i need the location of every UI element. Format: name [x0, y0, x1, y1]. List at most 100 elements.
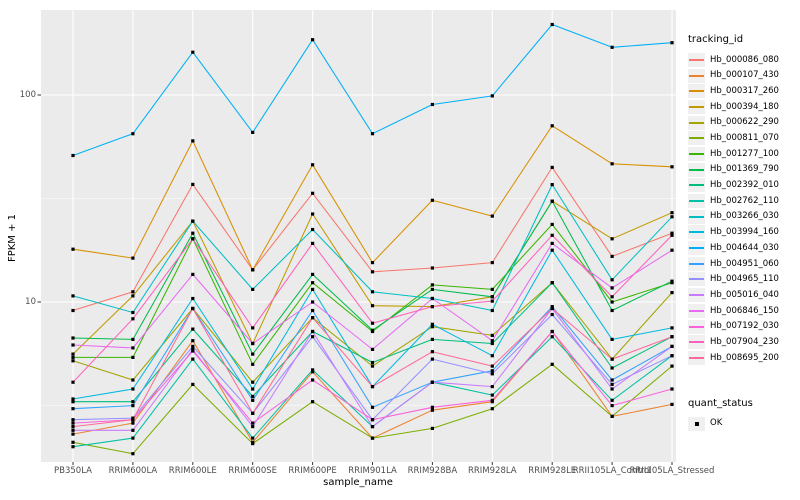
data-point	[670, 326, 674, 330]
data-point	[251, 398, 255, 402]
data-point	[131, 294, 135, 298]
data-point	[670, 387, 674, 391]
legend-key	[688, 256, 705, 271]
y-tick-label: 10	[25, 296, 36, 307]
data-point	[370, 304, 375, 308]
data-point	[71, 153, 75, 158]
data-point	[71, 400, 75, 404]
data-point	[550, 305, 554, 309]
data-point	[251, 425, 255, 429]
data-point	[191, 139, 195, 143]
data-point	[490, 287, 494, 291]
data-point	[490, 339, 494, 343]
data-point	[191, 237, 195, 241]
legend: tracking_id Hb_000086_080 Hb_000107_430 Hb…	[688, 34, 800, 431]
data-point	[370, 364, 375, 368]
data-point	[610, 382, 614, 386]
data-point	[131, 355, 135, 359]
data-point	[550, 312, 554, 317]
data-point	[370, 290, 375, 294]
data-point	[430, 405, 434, 409]
data-point	[131, 337, 135, 341]
data-point	[670, 279, 674, 283]
data-point	[311, 329, 315, 334]
legend-line-swatch-icon	[689, 121, 704, 124]
x-tick-label: RRII105LA_Control	[572, 466, 652, 476]
data-point	[610, 45, 614, 49]
x-tick-label: RRIM600LA	[108, 466, 158, 476]
data-point	[610, 278, 614, 282]
data-point	[370, 132, 375, 136]
data-point	[490, 94, 494, 98]
x-tick-label: RRIM928LE	[528, 466, 577, 476]
legend-key	[688, 350, 705, 365]
legend-label: Hb_000107_430	[710, 70, 779, 81]
data-point	[490, 354, 494, 358]
data-point	[251, 380, 255, 384]
legend-label: Hb_002762_110	[710, 195, 779, 206]
data-point	[550, 306, 554, 311]
data-point	[71, 355, 75, 359]
data-point	[251, 394, 255, 398]
data-point	[131, 256, 135, 260]
data-point	[610, 295, 614, 299]
data-point	[550, 241, 554, 245]
data-point	[670, 233, 674, 237]
data-point	[311, 308, 315, 313]
data-point	[251, 362, 255, 366]
legend-key	[688, 194, 705, 209]
data-point	[550, 222, 554, 226]
data-point	[191, 382, 195, 386]
data-point	[131, 387, 135, 391]
data-point	[311, 300, 315, 304]
legend-label: Hb_004965_110	[710, 274, 779, 285]
data-point	[550, 124, 554, 128]
legend-label: Hb_008695_200	[710, 352, 779, 363]
data-point	[131, 436, 135, 440]
data-point	[430, 283, 434, 287]
legend-line-swatch-icon	[689, 105, 704, 108]
data-point	[311, 370, 315, 374]
data-point	[370, 328, 375, 332]
data-point	[311, 272, 315, 276]
data-point	[311, 281, 315, 285]
data-point	[430, 337, 434, 341]
legend-item: Hb_008695_200	[688, 350, 800, 366]
data-point	[131, 290, 135, 294]
legend-key	[688, 52, 705, 67]
quant-legend-key	[688, 416, 705, 431]
legend-item: Hb_001277_100	[688, 146, 800, 162]
legend-line-swatch-icon	[689, 90, 704, 93]
data-point	[430, 408, 434, 412]
data-point	[71, 397, 75, 401]
data-point	[610, 300, 614, 304]
legend-line-swatch-icon	[689, 309, 704, 312]
quant-legend-item: OK	[688, 416, 800, 432]
data-point	[490, 295, 494, 299]
data-point	[311, 163, 315, 167]
legend-label: Hb_002392_010	[710, 180, 779, 191]
legend-label: Hb_007904_230	[710, 336, 779, 347]
data-point	[71, 247, 75, 251]
legend-line-swatch-icon	[689, 184, 704, 187]
data-point	[251, 287, 255, 291]
data-point	[610, 162, 614, 166]
data-point	[251, 436, 255, 440]
data-point	[191, 339, 195, 343]
data-point	[131, 452, 135, 456]
legend-label: Hb_003266_030	[710, 211, 779, 222]
legend-item: Hb_000086_080	[688, 52, 800, 68]
data-point	[550, 362, 554, 366]
data-point	[370, 405, 375, 409]
legend-label: Hb_006846_150	[710, 305, 779, 316]
legend-line-swatch-icon	[689, 231, 704, 234]
data-point	[71, 428, 75, 432]
data-point	[251, 352, 255, 356]
data-point	[370, 347, 375, 351]
x-axis-title: sample_name	[323, 477, 393, 488]
data-point	[251, 130, 255, 134]
legend-label: Hb_000317_260	[710, 85, 779, 96]
legend-label: Hb_000811_070	[710, 133, 779, 144]
data-point	[311, 287, 315, 291]
data-point	[610, 404, 614, 408]
